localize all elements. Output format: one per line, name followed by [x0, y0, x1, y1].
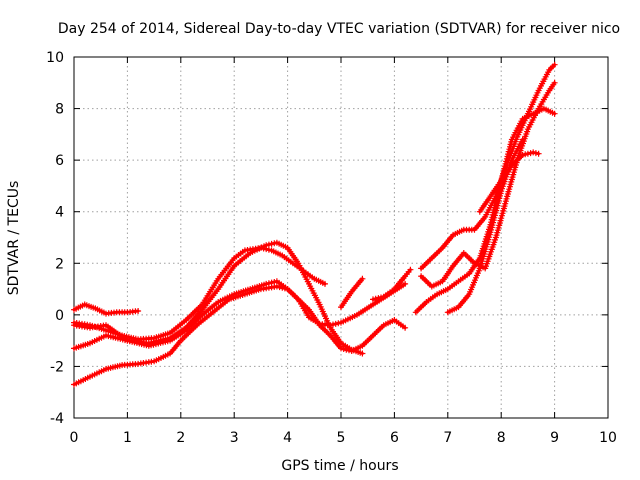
series-markers [418, 61, 558, 272]
y-tick-label: 2 [55, 256, 64, 272]
y-tick-label: -4 [50, 411, 64, 427]
y-tick-label: 0 [55, 308, 64, 324]
x-tick-label: 2 [176, 430, 185, 446]
series-markers [71, 239, 366, 357]
x-axis-ticks: 0 1 2 3 4 5 6 7 8 9 10 [70, 57, 617, 446]
x-tick-label: 10 [599, 430, 617, 446]
series-track-10 [418, 61, 558, 272]
series-track-1 [71, 301, 142, 317]
x-tick-label: 7 [443, 430, 452, 446]
series-track-3 [71, 239, 366, 357]
series-track-5 [71, 278, 409, 349]
grid [74, 57, 608, 418]
series-track-6 [338, 275, 366, 311]
x-tick-label: 3 [230, 430, 239, 446]
series-markers [71, 278, 409, 349]
y-axis-ticks: -4 -2 0 2 4 6 8 10 [46, 50, 608, 427]
series-markers [370, 266, 414, 303]
chart-title: Day 254 of 2014, Sidereal Day-to-day VTE… [58, 21, 620, 37]
x-axis-label: GPS time / hours [281, 458, 398, 474]
x-tick-label: 8 [497, 430, 506, 446]
y-tick-label: 6 [55, 153, 64, 169]
y-axis-label: SDTVAR / TECUs [6, 181, 22, 296]
series-markers [338, 275, 366, 311]
x-tick-label: 6 [390, 430, 399, 446]
series-markers [444, 136, 526, 316]
y-tick-label: 4 [55, 205, 64, 221]
series-track-7 [370, 266, 414, 303]
y-tick-label: -2 [50, 359, 64, 375]
series-line [72, 241, 364, 355]
x-tick-label: 9 [550, 430, 559, 446]
series-track-12 [444, 136, 526, 316]
series-markers [71, 283, 409, 388]
x-tick-label: 4 [283, 430, 292, 446]
x-tick-label: 0 [70, 430, 79, 446]
y-tick-label: 8 [55, 102, 64, 118]
series-layer [71, 61, 558, 388]
y-tick-label: 10 [46, 50, 64, 66]
x-tick-label: 1 [123, 430, 132, 446]
series-track-4 [71, 283, 409, 388]
x-tick-label: 5 [337, 430, 346, 446]
series-markers [71, 301, 142, 317]
series-track-9 [418, 79, 558, 290]
series-markers [418, 79, 558, 290]
